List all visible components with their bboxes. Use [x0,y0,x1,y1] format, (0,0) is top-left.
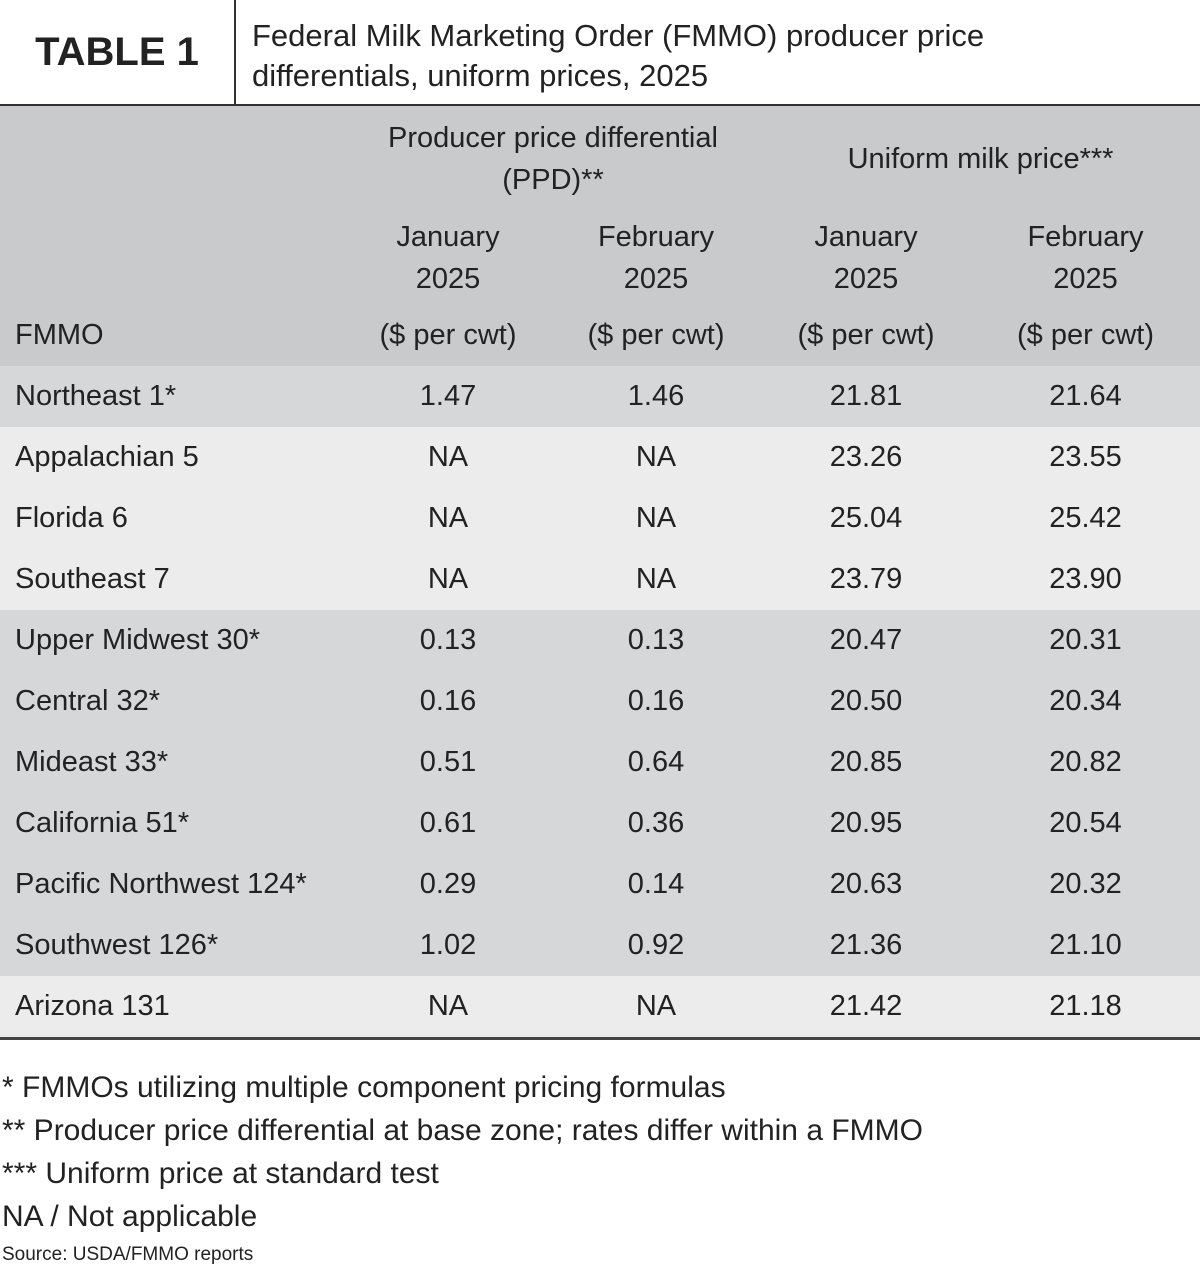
column-header: January 2025 [396,221,500,295]
table-row: California 51* 0.61 0.36 20.95 20.54 [0,793,1200,854]
table-row: Pacific Northwest 124* 0.29 0.14 20.63 20.32 [0,854,1200,915]
row-label: Florida 6 [15,502,128,534]
table-row: Arizona 131 NA NA 21.42 21.18 [0,976,1200,1039]
row-label: Appalachian 5 [15,441,199,473]
cell: NA [427,441,469,473]
row-label: Southwest 126* [15,929,219,961]
footnotes: * FMMOs utilizing multiple component pri… [2,1066,923,1238]
table-label: TABLE 1 [0,0,236,104]
cell: 20.32 [1049,868,1122,900]
cell: 20.54 [1049,807,1122,839]
cell: 23.79 [829,563,903,595]
table-row: Northeast 1* 1.47 1.46 21.81 21.64 [0,366,1200,427]
cell: 25.04 [829,502,903,534]
unit: ($ per cwt) [1017,318,1154,351]
cell: 0.64 [627,746,685,778]
table-row: Southeast 7 NA NA 23.79 23.90 [0,549,1200,610]
cell: NA [427,502,469,534]
row-label: Mideast 33* [15,746,169,778]
source: Source: USDA/FMMO reports [2,1244,254,1265]
cell: 0.29 [419,868,477,900]
table-row: Mideast 33* 0.51 0.64 20.85 20.82 [0,732,1200,793]
unit-row: FMMO ($ per cwt) ($ per cwt) ($ per cwt)… [0,304,1200,366]
cell: 20.63 [829,868,903,900]
cell: NA [635,990,677,1022]
table-row: Appalachian 5 NA NA 23.26 23.55 [0,427,1200,488]
group-header: Uniform milk price*** [847,143,1114,175]
cell: 23.90 [1049,563,1122,595]
row-label: Arizona 131 [15,990,170,1022]
column-header: February 2025 [597,221,715,295]
cell: 20.82 [1049,746,1122,778]
cell: 1.02 [419,929,477,961]
footnote: ** Producer price differential at base z… [2,1114,923,1147]
cell: 0.16 [419,685,477,717]
cell: NA [635,441,677,473]
cell: 20.85 [829,746,903,778]
footnote: * FMMOs utilizing multiple component pri… [2,1071,726,1104]
data-table: Producer price differential (PPD)** Unif… [0,106,1200,1040]
cell: 0.14 [627,868,685,900]
cell: 21.81 [829,380,903,412]
header: TABLE 1 Federal Milk Marketing Order (FM… [0,0,1200,106]
column-header: February 2025 [1027,221,1144,295]
cell: 21.42 [829,990,903,1022]
cell: 20.47 [829,624,903,656]
cell: 0.13 [627,624,685,656]
group-row: Producer price differential (PPD)** Unif… [0,106,1200,212]
cell: 21.18 [1049,990,1122,1022]
cell: 21.64 [1049,380,1122,412]
cell: 21.36 [829,929,903,961]
cell: 20.95 [829,807,903,839]
table-row: Florida 6 NA NA 25.04 25.42 [0,488,1200,549]
cell: 0.61 [419,807,477,839]
cell: 0.36 [627,807,685,839]
cell: 1.46 [627,380,685,412]
table-row: Upper Midwest 30* 0.13 0.13 20.47 20.31 [0,610,1200,671]
row-label: Northeast 1* [15,380,177,412]
cell: NA [635,563,677,595]
cell: 0.13 [419,624,477,656]
unit: ($ per cwt) [587,318,725,351]
row-label: Southeast 7 [15,563,170,595]
footnote: NA / Not applicable [2,1200,258,1233]
group-header: Producer price differential (PPD)** [388,122,718,196]
row-label: Upper Midwest 30* [15,624,260,656]
cell: 21.10 [1049,929,1122,961]
column-header: FMMO [15,318,104,351]
cell: 20.34 [1049,685,1122,717]
cell: 23.55 [1049,441,1122,473]
table-row: Central 32* 0.16 0.16 20.50 20.34 [0,671,1200,732]
title-box: Federal Milk Marketing Order (FMMO) prod… [236,0,1200,104]
cell: NA [427,563,469,595]
cell: 0.16 [627,685,685,717]
cell: 0.92 [627,929,685,961]
cell: 23.26 [829,441,903,473]
table-title: Federal Milk Marketing Order (FMMO) prod… [252,18,985,93]
cell: 20.50 [829,685,903,717]
cell: 20.31 [1049,624,1122,656]
unit: ($ per cwt) [379,318,517,351]
row-label: California 51* [15,807,190,839]
column-row: January 2025 February 2025 January 2025 … [0,212,1200,304]
cell: 25.42 [1049,502,1122,534]
table-body: Northeast 1* 1.47 1.46 21.81 21.64 Appalachia… [0,366,1200,1039]
footnote: *** Uniform price at standard test [2,1157,439,1190]
row-label: Pacific Northwest 124* [15,868,307,900]
cell: NA [635,502,677,534]
cell: 0.51 [419,746,477,778]
unit: ($ per cwt) [797,318,935,351]
cell: NA [427,990,469,1022]
cell: 1.47 [419,380,477,412]
table-row: Southwest 126* 1.02 0.92 21.36 21.10 [0,915,1200,976]
row-label: Central 32* [15,685,161,717]
column-header: January 2025 [814,221,918,295]
